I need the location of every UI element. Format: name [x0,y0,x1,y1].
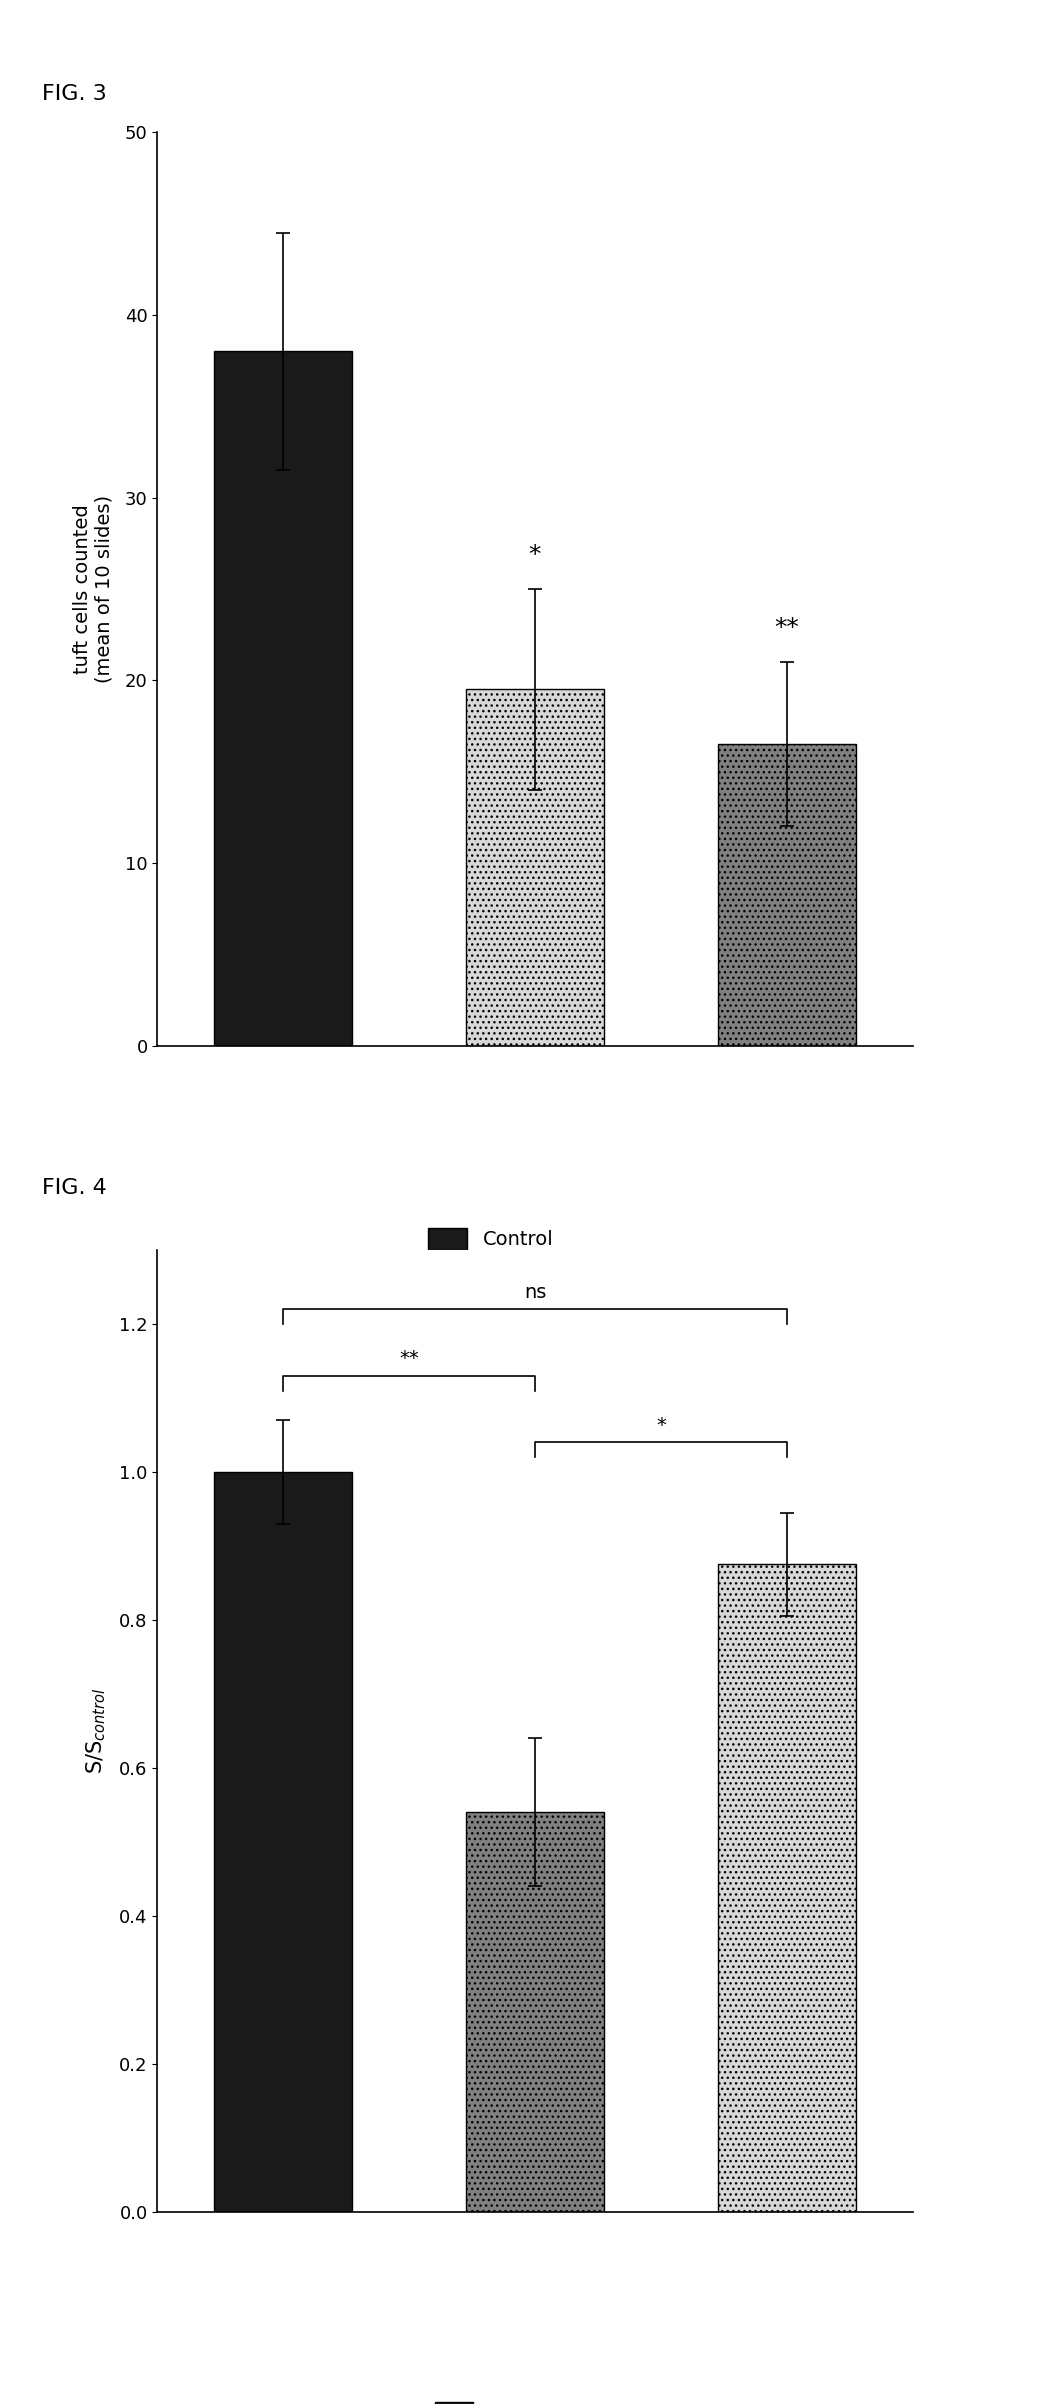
Text: **: ** [400,1349,419,1368]
Y-axis label: tuft cells counted
(mean of 10 slides): tuft cells counted (mean of 10 slides) [72,495,113,683]
Bar [718,1565,856,2212]
Text: FIG. 3: FIG. 3 [42,84,107,103]
Y-axis label: S/S$_{control}$: S/S$_{control}$ [84,1688,108,1774]
Bar [214,351,352,1046]
Text: *: * [656,1416,666,1435]
Bar [466,690,604,1046]
Legend: Control, Hyperglycemia, Hyperglycemia
+ API: Control, Hyperglycemia, Hyperglycemia + … [427,2394,643,2404]
Text: *: * [529,543,541,567]
Text: **: ** [774,615,799,639]
Text: FIG. 4: FIG. 4 [42,1178,107,1197]
Bar [214,1471,352,2212]
Bar [718,745,856,1046]
Text: ns: ns [523,1284,547,1303]
Bar [466,1813,604,2212]
Legend: Control, API, Dexamethasone: Control, API, Dexamethasone [421,1219,649,1329]
